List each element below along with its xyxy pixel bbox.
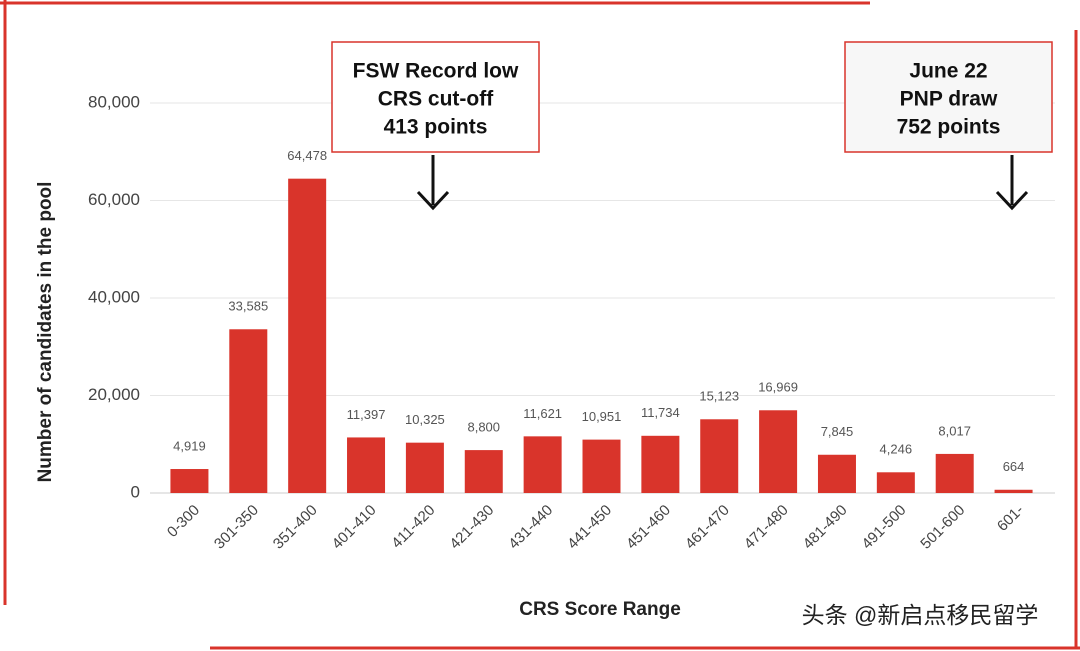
x-tick-label: 471-480 [741,502,792,553]
value-label: 4,919 [173,438,206,453]
bar [229,329,268,493]
annotation-box [331,41,540,153]
bar [817,454,856,493]
x-tick-label: 441-450 [564,502,615,553]
x-tick-label: 411-420 [388,502,438,552]
value-label: 7,845 [821,424,854,439]
value-label: 10,325 [405,412,445,427]
y-tick-label: 20,000 [88,385,140,404]
x-tick-label: 451-460 [623,502,674,553]
watermark: 头条 @新启点移民留学 [802,602,1039,628]
annotation-text: PNP draw [900,88,998,111]
value-label: 8,800 [467,420,500,435]
value-label: 11,734 [641,405,680,420]
bar [170,469,209,493]
bar [759,410,798,493]
x-tick-label: 501-600 [917,502,968,553]
y-tick-label: 60,000 [88,190,140,209]
value-label: 664 [1003,459,1025,474]
annotation-text: 413 points [384,116,488,139]
value-label: 4,246 [880,442,913,457]
arrow-head [995,190,1029,211]
value-label: 10,951 [582,409,622,424]
bar [464,450,503,493]
bar [935,453,974,493]
x-tick-label: 481-490 [800,502,851,553]
annotation-text: June 22 [909,60,987,83]
value-label: 8,017 [938,423,971,438]
annotation-text: FSW Record low [353,60,519,83]
y-tick-label: 0 [131,482,140,501]
x-tick-label: 301-350 [211,502,262,553]
bar [347,437,386,493]
value-label: 11,397 [347,407,386,422]
arrow-head [416,190,450,211]
bar [641,435,680,493]
value-label: 16,969 [758,380,798,395]
y-tick-label: 40,000 [88,287,140,306]
x-tick-label: 601- [994,502,1027,535]
bar [288,178,327,494]
bar [523,436,562,493]
bar [405,442,444,493]
bar [994,489,1033,493]
x-tick-label: 431-440 [505,502,556,553]
annotation-box [844,41,1053,153]
y-axis-label: Number of candidates in the pool [35,182,56,483]
x-tick-label: 401-410 [329,502,380,553]
annotation-text: 752 points [897,116,1001,139]
x-tick-label: 351-400 [270,502,321,553]
bar [876,472,915,493]
x-tick-label: 491-500 [859,502,910,553]
value-label: 15,123 [699,389,739,404]
value-label: 64,478 [287,148,327,163]
value-label: 11,621 [523,406,562,421]
annotation-text: CRS cut-off [378,88,494,111]
x-tick-label: 461-470 [682,502,733,553]
x-tick-label: 421-430 [446,502,497,553]
value-label: 33,585 [228,299,268,314]
bar [700,419,739,493]
y-tick-label: 80,000 [88,92,140,111]
x-axis-label: CRS Score Range [519,599,681,620]
x-tick-label: 0-300 [164,502,203,541]
bar [582,439,621,493]
